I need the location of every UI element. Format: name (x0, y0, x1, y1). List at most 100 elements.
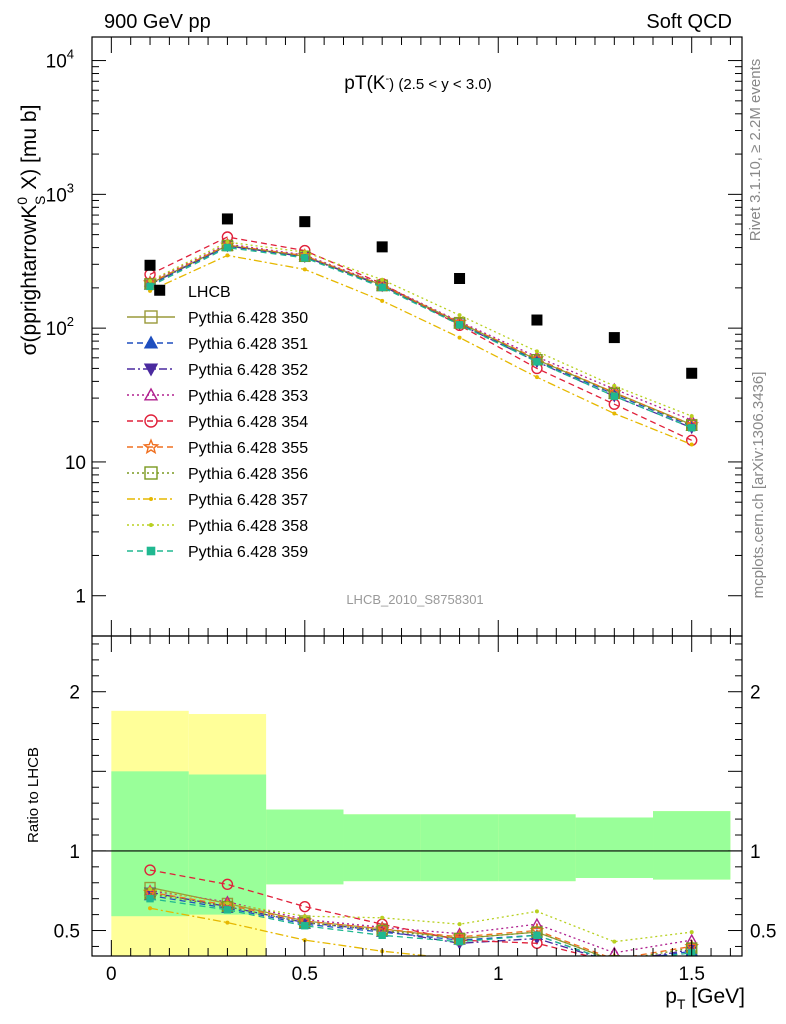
legend-entry-3: Pythia 6.428 352 (127, 362, 308, 379)
ratio-point-9-1 (225, 901, 230, 906)
ratio-point-10-3 (378, 931, 386, 940)
x-axis-label-sub: T (677, 996, 686, 1012)
legend-marker-6 (142, 438, 160, 455)
ratio-ytick-label-left-2: 2 (69, 683, 80, 704)
ratio-band-stat-3 (343, 814, 421, 882)
header-right: Soft QCD (646, 11, 732, 33)
ratio-series-line-6 (149, 891, 692, 956)
x-axis-label-tail: [GeV] (685, 985, 745, 1008)
data-point-0 (144, 259, 156, 271)
main-point-10-2 (301, 254, 309, 262)
main-point-9-4 (457, 313, 462, 318)
ratio-point-5-1 (221, 878, 234, 891)
ratio-point-8-4 (458, 957, 462, 961)
data-point-1 (221, 213, 233, 225)
main-ylabel-sub: S (32, 196, 48, 205)
ratio-point-9-3 (380, 915, 385, 920)
legend-label-10: Pythia 6.428 359 (188, 544, 308, 561)
legend-marker-7 (144, 466, 158, 480)
legend-entry-1: Pythia 6.428 350 (127, 310, 308, 327)
ratio-ytick-label-left-0: 0.5 (54, 922, 80, 943)
legend-entry-0: LHCB (188, 284, 231, 301)
main-point-9-0 (148, 279, 153, 284)
main-point-9-3 (380, 277, 385, 282)
main-series-data (144, 213, 698, 379)
ratio-point-9-7 (689, 930, 694, 935)
ratio-point-10-2 (301, 922, 309, 930)
main-point-8-4 (457, 335, 462, 340)
ratio-ytick-label-left-1: 1 (69, 842, 80, 863)
legend-label-6: Pythia 6.428 355 (188, 440, 308, 457)
legend-marker-2 (143, 335, 159, 349)
x-tick-label-0: 0 (106, 964, 117, 985)
legend-entry-6: Pythia 6.428 355 (127, 438, 308, 457)
ratio-point-9-0 (148, 887, 153, 892)
main-point-8-6 (612, 411, 617, 416)
ratio-ytick-label-right-1: 1 (750, 842, 761, 863)
legend-entry-10: Pythia 6.428 359 (127, 544, 308, 561)
ratio-band-stat-4 (420, 814, 499, 882)
ratio-frame (91, 635, 743, 957)
ratio-band-stat-1 (188, 774, 267, 915)
x-axis-label-main: p (665, 985, 677, 1008)
main-ytick-label-0: 1 (75, 587, 86, 608)
main-series-line-7 (149, 244, 692, 426)
rivet-label: Rivet 3.1.10, ≥ 2.2M events (747, 59, 764, 242)
main-title-range: ) (2.5 < y < 3.0) (389, 76, 492, 93)
main-point-8-3 (380, 298, 385, 303)
main-point-10-4 (455, 321, 464, 329)
main-ytick-label-1: 10 (65, 453, 86, 474)
ratio-point-4-5 (530, 917, 544, 929)
ratio-point-6-3 (374, 921, 390, 936)
data-point-6 (608, 332, 620, 344)
main-point-9-5 (534, 349, 539, 354)
ratio-band-stat-5 (498, 814, 576, 882)
legend-entry-8: Pythia 6.428 357 (127, 492, 308, 509)
ratio-ytick-label-right-0: 0.5 (750, 922, 776, 943)
ratio-series-line-9 (149, 888, 692, 943)
main-point-10-7 (688, 424, 696, 432)
main-title-main: pT(K (344, 73, 386, 94)
ratio-point-5-2 (299, 900, 311, 913)
main-point-10-1 (223, 243, 232, 252)
main-title: pT(K-) (2.5 < y < 3.0) (344, 73, 491, 94)
legend-marker-4 (143, 387, 159, 401)
legend-label-1: Pythia 6.428 350 (188, 310, 308, 327)
ratio-point-10-6 (611, 959, 617, 965)
main-ylabel-tail: X) [mu b] (18, 105, 41, 196)
ratio-series-line-5 (149, 869, 592, 956)
ratio-point-8-5 (535, 960, 539, 964)
legend-label-5: Pythia 6.428 354 (188, 414, 308, 431)
legend-entry-2: Pythia 6.428 351 (127, 335, 308, 353)
main-series-line-4 (149, 243, 692, 421)
legend-entry-7: Pythia 6.428 356 (127, 466, 308, 483)
legend-marker-9 (149, 523, 153, 527)
legend-label-0: LHCB (188, 284, 231, 301)
main-point-8-5 (534, 375, 539, 380)
ratio-point-10-1 (223, 906, 232, 914)
ratio-series-9 (148, 887, 694, 944)
ratio-series-line-10 (149, 898, 692, 956)
legend-label-3: Pythia 6.428 352 (188, 362, 308, 379)
legend-entry-5: Pythia 6.428 354 (127, 414, 308, 431)
data-point-7 (686, 367, 698, 379)
main-point-8-2 (302, 267, 307, 272)
ratio-ytick-label-right-2: 2 (750, 683, 761, 704)
main-point-9-1 (225, 240, 230, 245)
main-ytick-label-2: 102 (46, 314, 74, 340)
ratio-point-8-6 (612, 965, 616, 969)
header-left: 900 GeV pp (104, 11, 211, 33)
main-series-10 (146, 243, 696, 432)
ratio-ylabel: Ratio to LHCB (25, 747, 42, 843)
main-title-super: - (385, 73, 389, 85)
ratio-point-10-4 (455, 937, 464, 946)
legend-entry-9: Pythia 6.428 358 (127, 518, 308, 535)
ratio-series-line-2 (149, 894, 692, 956)
ratio-band-stat-2 (266, 809, 344, 885)
legend-label-8: Pythia 6.428 357 (188, 492, 308, 509)
main-point-9-6 (612, 383, 617, 388)
ratio-band-stat-6 (575, 817, 654, 878)
legend-label-7: Pythia 6.428 356 (188, 466, 308, 483)
main-ytick-exponent-4: 4 (67, 47, 74, 62)
data-point-2 (299, 216, 311, 228)
